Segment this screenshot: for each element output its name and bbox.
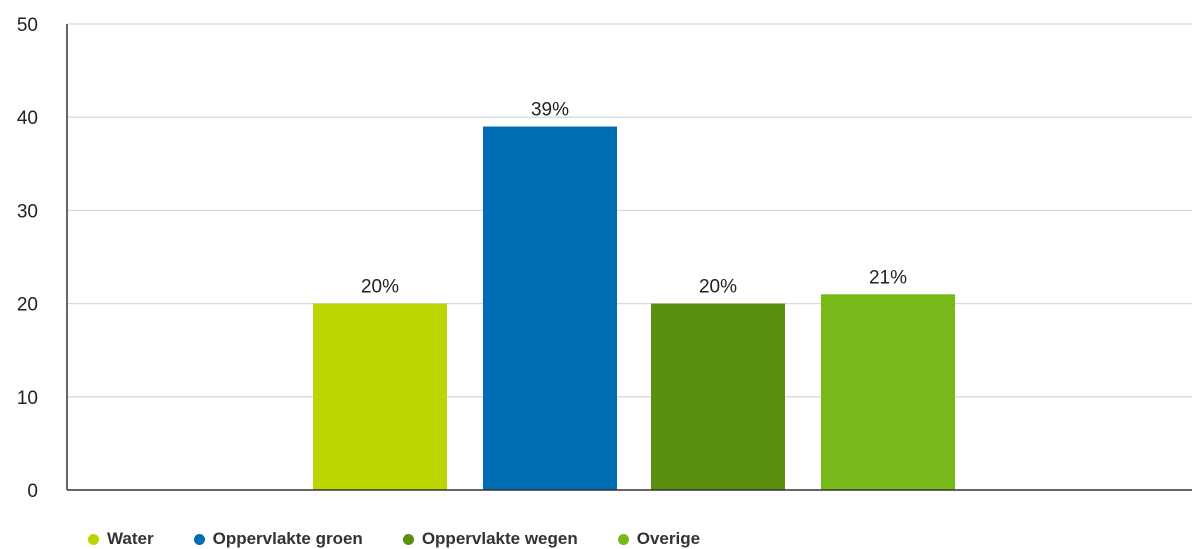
legend-label: Water <box>107 529 154 548</box>
legend-dot-icon <box>88 533 99 545</box>
legend-label: Oppervlakte groen <box>212 529 363 548</box>
y-tick-label: 50 <box>17 15 38 36</box>
legend-item-oppervlakte-wegen[interactable]: Oppervlakte wegen <box>402 529 578 549</box>
y-tick-label: 40 <box>17 108 38 129</box>
legend-dot-icon <box>617 533 629 545</box>
bar-oppervlakte-wegen[interactable] <box>651 303 785 490</box>
data-labels: 20% 39% 20% 21% <box>361 100 907 298</box>
y-tick-label: 30 <box>17 201 38 222</box>
legend-item-oppervlakte-groen[interactable]: Oppervlakte groen <box>193 529 363 549</box>
legend-label: Oppervlakte wegen <box>421 529 578 548</box>
legend-item-overige[interactable]: Overige <box>617 529 701 549</box>
legend-dot-icon <box>402 533 414 545</box>
legend-label: Overige <box>636 529 701 548</box>
legend: Water Oppervlakte groen Oppervlakte wege… <box>88 529 740 549</box>
data-label: 39% <box>531 100 569 121</box>
legend-dot-icon <box>193 533 205 545</box>
y-tick-label: 20 <box>17 295 38 316</box>
data-label: 20% <box>699 277 737 298</box>
data-label: 20% <box>361 277 399 298</box>
bars <box>313 126 955 491</box>
legend-item-water[interactable]: Water <box>88 529 154 549</box>
gridlines <box>67 23 1192 398</box>
bar-oppervlakte-groen[interactable] <box>483 126 617 491</box>
y-axis-ticks: 0 10 20 30 40 50 <box>17 15 38 502</box>
bar-overige[interactable] <box>821 294 955 490</box>
y-tick-label: 10 <box>17 388 38 409</box>
bar-water[interactable] <box>313 303 447 490</box>
data-label: 21% <box>869 267 907 288</box>
y-tick-label: 0 <box>27 481 38 502</box>
